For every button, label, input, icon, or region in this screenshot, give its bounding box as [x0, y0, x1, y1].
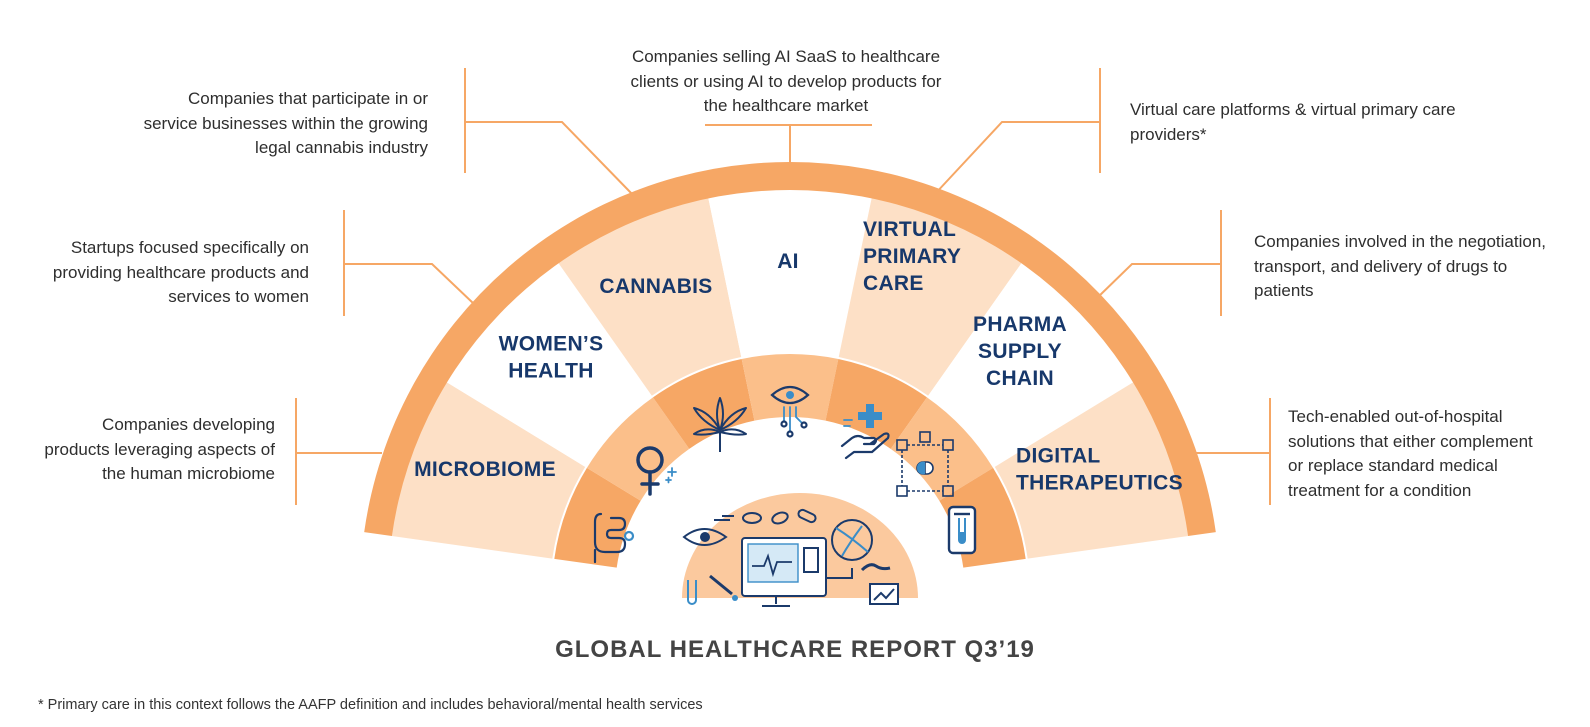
description-line: Startups focused specifically on [70, 238, 309, 257]
description-cannabis: Companies that participate in or service… [110, 87, 428, 161]
description-line: Companies involved in the negotiation, [1254, 232, 1547, 251]
connector-cannabis [464, 68, 634, 196]
segment-label-line: VIRTUAL [863, 218, 956, 241]
supply-chain-pill-icon [896, 431, 954, 497]
segment-label-line: PHARMA [973, 313, 1067, 336]
inner-wedge-pharma-supply-chain [890, 397, 994, 501]
inner-wedge-virtual-primary-care [825, 358, 927, 449]
description-line: providers* [1130, 124, 1207, 144]
description-line: legal cannabis industry [255, 138, 428, 157]
segment-label-line: CARE [863, 272, 924, 295]
description-line: Companies developing [102, 415, 275, 434]
description-microbiome: Companies developing products leveraging… [20, 413, 275, 487]
segment-wedges [390, 189, 1190, 559]
description-digital-therapeutics: Tech-enabled out-of-hospital solutions t… [1288, 405, 1578, 503]
inner-wedge-womens-health [586, 397, 690, 501]
description-line: providing healthcare products and [52, 262, 309, 282]
description-ai: Companies selling AI SaaS to healthcare … [596, 45, 976, 119]
cannabis-leaf-icon [693, 397, 747, 452]
description-line: patients [1254, 281, 1314, 300]
report-title: GLOBAL HEALTHCARE REPORT Q3’19 [555, 636, 1035, 663]
segment-label-cannabis: CANNABIS [599, 275, 712, 298]
connector-pharma-supply-chain [1095, 210, 1222, 316]
segment-label-line: HEALTH [508, 360, 593, 383]
description-line: or replace standard medical [1288, 456, 1498, 475]
segment-label-line: PRIMARY [863, 245, 961, 268]
smartphone-test-tube-icon [947, 505, 977, 555]
description-line: Virtual care platforms & virtual primary… [1130, 100, 1456, 119]
connector-virtual-primary-care [933, 68, 1101, 196]
segment-label-line: CANNABIS [599, 275, 712, 298]
segment-label-line: THERAPEUTICS [1016, 472, 1183, 495]
wedge-womens-health [446, 262, 652, 467]
description-line: transport, and delivery of drugs to [1254, 256, 1508, 276]
segment-label-line: MICROBIOME [414, 458, 556, 481]
description-line: Companies that participate in or [187, 89, 428, 108]
segment-label-microbiome: MICROBIOME [414, 458, 556, 481]
description-line: services to women [168, 287, 309, 306]
connector-microbiome [295, 398, 382, 505]
wedge-ai [708, 189, 872, 357]
segment-label-ai: AI [777, 250, 799, 273]
wedge-virtual-primary-care [838, 197, 1022, 396]
segment-label-line: CHAIN [986, 367, 1054, 390]
description-connectors [295, 68, 1271, 505]
segment-label-pharma-supply-chain: PHARMA SUPPLY CHAIN [973, 313, 1067, 390]
description-line: the healthcare market [703, 96, 869, 115]
wedge-microbiome [390, 381, 586, 559]
ai-eye-circuit-icon [770, 385, 810, 438]
inner-wedge-cannabis [653, 358, 755, 449]
connector-ai [705, 124, 872, 171]
hand-medical-cross-icon [840, 404, 890, 460]
description-womens-health: Startups focused specifically on providi… [20, 236, 309, 310]
description-line: solutions that either complement [1288, 431, 1533, 451]
connector-digital-therapeutics [1196, 398, 1271, 505]
description-line: clients or using AI to develop products … [630, 71, 942, 91]
segment-label-digital-therapeutics: DIGITAL THERAPEUTICS [1016, 445, 1183, 495]
segment-label-line: SUPPLY [978, 340, 1062, 363]
footnote: * Primary care in this context follows t… [38, 697, 703, 713]
description-line: treatment for a condition [1288, 480, 1472, 500]
wedge-digital-therapeutics [994, 381, 1190, 559]
description-line: service businesses within the growing [143, 113, 428, 133]
healthcare-monitor-illustration-icon [682, 493, 918, 607]
description-line: products leveraging aspects of [44, 439, 275, 459]
description-pharma-supply-chain: Companies involved in the negotiation, t… [1254, 230, 1584, 304]
segment-label-womens-health: WOMEN’S HEALTH [499, 333, 604, 383]
segment-label-line: WOMEN’S [499, 333, 604, 356]
wedge-cannabis [558, 197, 742, 396]
segment-labels: MICROBIOME WOMEN’S HEALTH CANNABIS AI VIRTUAL… [414, 218, 1183, 495]
segment-label-line: DIGITAL [1016, 445, 1101, 468]
description-line: Companies selling AI SaaS to healthcare [631, 47, 941, 66]
description-line: Tech-enabled out-of-hospital [1288, 407, 1503, 426]
description-virtual-primary-care: Virtual care platforms & virtual primary… [1130, 98, 1510, 147]
connector-womens-health [343, 210, 475, 316]
segment-label-virtual-primary-care: VIRTUAL PRIMARY CARE [863, 218, 961, 295]
description-line: the human microbiome [102, 464, 275, 483]
segment-label-line: AI [777, 250, 799, 273]
female-symbol-icon [636, 446, 677, 496]
inner-wedge-microbiome [554, 467, 641, 568]
wedge-pharma-supply-chain [928, 262, 1134, 467]
intestine-icon [593, 512, 635, 564]
